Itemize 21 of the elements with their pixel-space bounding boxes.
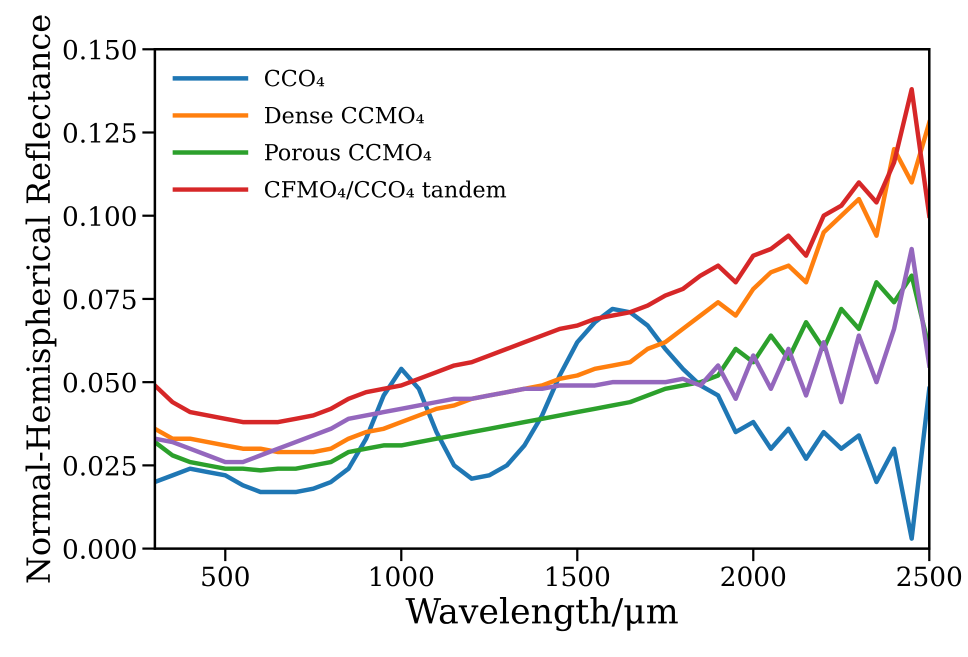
legend-label: Porous CCMO₄ (264, 144, 432, 161)
x-axis-title: Wavelength/μm (406, 597, 678, 632)
x-tick-label: 1500 (546, 566, 610, 586)
x-tick-label: 2000 (721, 566, 786, 586)
line-series (154, 86, 930, 424)
legend-label: CCO₄ (265, 70, 324, 86)
line-series (154, 246, 930, 464)
y-tick-label: 0.050 (64, 372, 136, 393)
x-tick-label: 2500 (897, 566, 962, 586)
y-axis-title: Normal-Hemispherical Reflectance (26, 15, 56, 582)
y-tick-label: 0.025 (64, 456, 136, 476)
x-tick-label: 1000 (370, 566, 434, 586)
y-tick-label: 0.100 (64, 206, 136, 226)
y-tick-label: 0.000 (64, 539, 136, 559)
y-tick-label: 0.075 (64, 289, 136, 310)
y-tick-label: 0.125 (64, 122, 136, 143)
y-tick-label: 0.150 (64, 40, 136, 60)
line-series (154, 306, 930, 541)
legend-label: CFMO₄/CCO₄ tandem (265, 180, 506, 200)
legend-label: Dense CCMO₄ (264, 106, 424, 124)
x-tick-label: 500 (202, 566, 249, 586)
